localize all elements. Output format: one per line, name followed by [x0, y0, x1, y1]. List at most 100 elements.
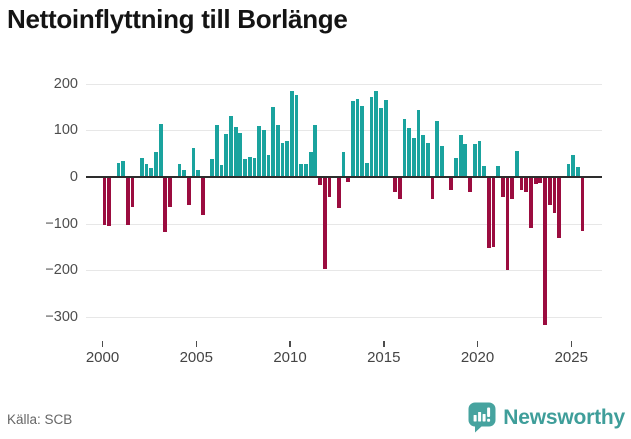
bar-2008Q2 — [257, 125, 261, 177]
bar-2022Q1 — [515, 151, 519, 177]
gridline-100 — [86, 130, 602, 132]
bar-2005Q4 — [210, 159, 215, 177]
bar-2021Q3 — [505, 178, 510, 270]
bar-2010Q3 — [299, 164, 304, 177]
bar-2017Q4 — [435, 121, 440, 177]
bar-2001Q3 — [130, 178, 135, 207]
bar-2019Q3 — [468, 178, 472, 192]
zero-axis-line — [86, 176, 602, 178]
bar-2000Q1 — [102, 178, 107, 225]
bar-2015Q3 — [393, 178, 397, 192]
bar-2025Q1 — [571, 154, 576, 177]
bar-2017Q3 — [430, 178, 435, 199]
bar-2011Q2 — [313, 124, 318, 177]
bar-2005Q2 — [200, 178, 205, 215]
x-tick-2025 — [570, 341, 572, 347]
y-axis-label--100: −100 — [45, 215, 78, 232]
x-tick-2005 — [195, 341, 197, 347]
gridline--200 — [86, 270, 602, 272]
bar-2003Q1 — [158, 124, 163, 177]
bar-2013Q1 — [346, 178, 351, 182]
bar-2025Q3 — [580, 178, 585, 231]
bar-2003Q2 — [163, 178, 168, 232]
y-axis-label-0: 0 — [69, 169, 78, 185]
bar-2021Q1 — [496, 166, 501, 177]
bar-2005Q1 — [196, 170, 201, 177]
x-axis-label-2005: 2005 — [179, 349, 213, 366]
x-axis-label-2025: 2025 — [554, 349, 588, 366]
bar-2004Q2 — [182, 170, 186, 177]
bar-2019Q2 — [463, 143, 468, 177]
bar-2022Q4 — [529, 178, 533, 229]
bar-2023Q1 — [533, 178, 538, 184]
bar-2009Q3 — [280, 142, 285, 177]
bar-2024Q2 — [557, 178, 561, 239]
bar-2011Q4 — [322, 178, 327, 270]
bar-2000Q2 — [107, 178, 111, 227]
newsworthy-logo-text: Newsworthy — [503, 405, 625, 429]
bar-2019Q1 — [458, 134, 463, 177]
bar-2012Q3 — [336, 178, 341, 208]
source-label: Källa: SCB — [7, 412, 73, 427]
y-axis-label--300: −300 — [45, 309, 78, 326]
bar-2012Q1 — [327, 178, 332, 197]
bar-2011Q3 — [318, 178, 322, 185]
bar-2008Q1 — [252, 158, 257, 177]
gridline--300 — [86, 317, 602, 319]
bar-2010Q4 — [304, 164, 308, 177]
bar-2003Q3 — [168, 178, 172, 207]
bar-2010Q2 — [294, 95, 299, 177]
bar-2023Q4 — [547, 178, 552, 205]
x-tick-2015 — [383, 341, 385, 347]
bar-2016Q4 — [416, 109, 421, 177]
bar-2025Q2 — [575, 167, 580, 177]
newsworthy-speech-bubble-chart-icon — [468, 402, 496, 433]
bar-2006Q4 — [229, 115, 233, 177]
x-axis-label-2010: 2010 — [273, 349, 307, 366]
bar-2002Q3 — [149, 167, 154, 177]
bar-2004Q1 — [177, 163, 182, 177]
bar-2023Q2 — [538, 178, 543, 183]
bar-2019Q4 — [472, 143, 477, 177]
x-tick-2000 — [101, 341, 104, 347]
bar-2013Q2 — [350, 100, 355, 177]
bar-2012Q4 — [341, 152, 346, 177]
y-axis-label-200: 200 — [53, 75, 78, 92]
bar-2001Q2 — [125, 178, 130, 226]
bar-2018Q1 — [440, 145, 444, 177]
bar-2020Q2 — [482, 166, 486, 177]
bar-2016Q2 — [407, 127, 411, 177]
x-tick-2020 — [476, 341, 479, 347]
bar-2017Q2 — [425, 142, 430, 177]
bar-2006Q3 — [224, 134, 229, 177]
x-tick-2010 — [289, 341, 291, 347]
bar-2006Q1 — [215, 124, 219, 177]
bar-2002Q4 — [154, 151, 158, 177]
bar-2024Q4 — [566, 164, 571, 177]
bar-2020Q3 — [486, 178, 491, 249]
bar-2002Q1 — [140, 158, 144, 177]
bar-2017Q1 — [421, 135, 426, 177]
bar-2001Q1 — [121, 160, 126, 177]
gridline--100 — [86, 223, 602, 225]
bar-2024Q1 — [552, 178, 557, 214]
bar-2000Q4 — [116, 163, 121, 177]
bar-2015Q1 — [383, 99, 388, 177]
bar-2016Q1 — [402, 119, 407, 177]
bar-2007Q2 — [238, 133, 243, 177]
bar-2011Q1 — [308, 152, 313, 177]
y-axis-label--200: −200 — [45, 262, 78, 279]
bar-2008Q4 — [266, 154, 271, 177]
bar-2014Q4 — [379, 108, 383, 177]
bar-2008Q3 — [261, 129, 266, 177]
bar-2009Q4 — [285, 140, 290, 177]
bar-2014Q2 — [369, 96, 374, 177]
bar-2018Q3 — [449, 178, 454, 191]
chart-title: Nettoinflyttning till Borlänge — [7, 4, 348, 34]
newsworthy-logo: Newsworthy — [468, 402, 625, 433]
bar-2022Q3 — [524, 178, 529, 192]
bar-2004Q4 — [191, 148, 196, 177]
bar-2020Q4 — [491, 178, 496, 248]
